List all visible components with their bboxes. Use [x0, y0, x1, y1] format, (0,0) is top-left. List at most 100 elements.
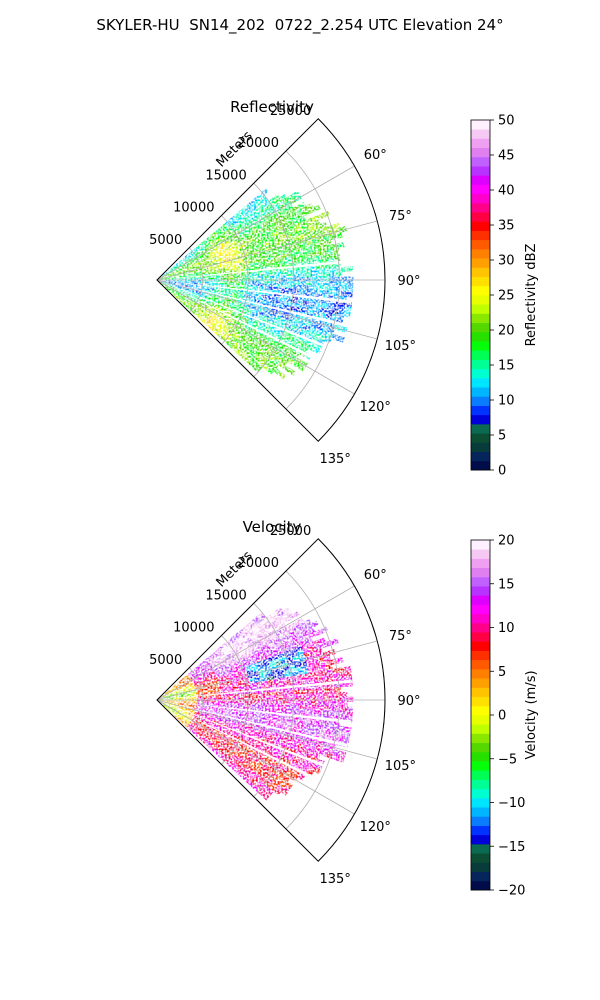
echo-gate: [255, 261, 263, 266]
echo-gate: [198, 677, 206, 682]
echo-gate: [190, 286, 197, 289]
echo-gate: [313, 347, 322, 355]
echo-gate: [286, 284, 294, 289]
echo-gate: [249, 224, 257, 231]
echo-gate: [192, 308, 199, 314]
echo-gate: [193, 248, 200, 254]
echo-gate: [253, 741, 261, 747]
echo-gate: [178, 700, 186, 702]
echo-gate: [236, 327, 244, 334]
echo-gate: [279, 613, 288, 621]
echo-gate: [223, 239, 230, 245]
echo-gate: [295, 727, 303, 733]
echo-gate: [160, 280, 168, 282]
echo-gate: [193, 714, 201, 719]
echo-gate: [203, 721, 211, 726]
echo-gate: [196, 285, 203, 288]
echo-gate: [246, 764, 254, 771]
echo-gate: [256, 351, 264, 358]
echo-gate: [186, 260, 193, 265]
echo-gate: [237, 713, 245, 718]
echo-gate: [174, 262, 181, 268]
echo-gate: [254, 331, 263, 338]
echo-gate: [190, 730, 197, 736]
echo-gate: [208, 237, 215, 243]
echo-gate: [315, 255, 323, 261]
echo-gate: [206, 293, 214, 298]
echo-gate: [206, 682, 214, 686]
echo-gate: [250, 647, 258, 653]
echo-gate: [196, 700, 204, 702]
echo-gate: [209, 722, 217, 727]
echo-gate: [184, 280, 192, 283]
echo-gate: [183, 300, 190, 305]
echo-gate: [291, 351, 300, 359]
echo-gate: [241, 738, 249, 745]
echo-gate: [185, 718, 192, 723]
echo-gate: [250, 692, 258, 697]
echo-gate: [164, 286, 170, 291]
echo-gate: [195, 250, 202, 256]
echo-gate: [177, 269, 184, 273]
echo-gate: [166, 276, 174, 279]
echo-gate: [220, 282, 228, 285]
echo-gate: [319, 307, 328, 314]
echo-gate: [292, 708, 300, 713]
echo-gate: [189, 302, 196, 307]
azimuth-spoke: [156, 220, 378, 281]
echo-gate: [226, 274, 234, 278]
echo-gate: [244, 326, 252, 332]
echo-gate: [171, 286, 178, 290]
echo-gate: [194, 712, 202, 716]
echo-gate: [202, 659, 209, 666]
echo-gate: [267, 715, 275, 720]
echo-gate: [250, 695, 258, 699]
echo-gate: [228, 253, 236, 258]
echo-gate: [221, 738, 228, 744]
echo-gate: [187, 294, 194, 298]
echo-gate: [160, 282, 166, 287]
echo-gate: [232, 700, 240, 704]
echo-gate: [185, 257, 192, 262]
echo-gate: [166, 276, 174, 279]
velocity-echo-field: [159, 606, 354, 801]
echo-gate: [262, 692, 270, 696]
echo-gate: [238, 702, 246, 706]
echo-gate: [279, 257, 287, 262]
echo-gate: [186, 306, 193, 312]
echo-gate: [270, 648, 278, 654]
echo-gate: [239, 323, 247, 329]
echo-gate: [327, 673, 335, 680]
echo-gate: [217, 300, 224, 305]
echo-gate: [212, 729, 220, 735]
echo-gate: [256, 612, 264, 620]
echo-gate: [202, 672, 210, 677]
echo-gate: [266, 253, 274, 258]
echo-gate: [197, 254, 204, 259]
colorbar-swatch: [471, 604, 490, 615]
echo-gate: [225, 291, 233, 295]
echo-gate: [305, 203, 314, 211]
echo-gate: [164, 286, 170, 291]
range-tick-label: 15000: [205, 588, 246, 603]
echo-gate: [292, 361, 301, 369]
echo-gate: [230, 240, 238, 246]
echo-gate: [234, 671, 242, 676]
echo-gate: [201, 735, 208, 742]
echo-gate: [239, 210, 247, 217]
echo-gate: [229, 635, 236, 642]
echo-gate: [247, 772, 256, 780]
echo-gate: [172, 692, 179, 696]
echo-gate: [172, 281, 180, 284]
echo-gate: [282, 210, 290, 217]
echo-gate: [178, 278, 186, 280]
echo-gate: [201, 658, 208, 664]
echo-gate: [201, 288, 209, 292]
echo-gate: [248, 341, 256, 349]
echo-gate: [274, 707, 282, 712]
echo-gate: [313, 730, 321, 737]
echo-gate: [166, 700, 174, 702]
colorbar-swatch: [471, 423, 490, 434]
echo-gate: [264, 746, 272, 752]
echo-gate: [322, 281, 330, 287]
